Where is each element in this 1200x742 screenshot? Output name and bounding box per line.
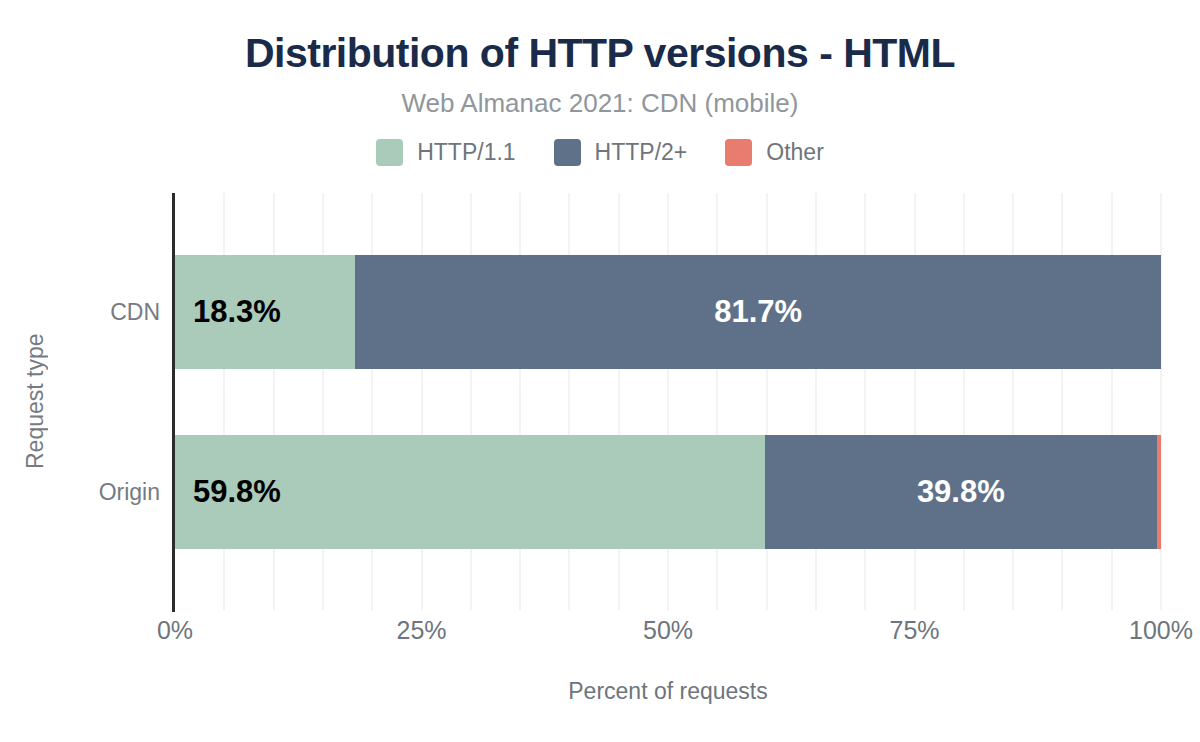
y-axis-title: Request type bbox=[20, 193, 50, 610]
bar-segment-origin-http-2: 39.8% bbox=[765, 435, 1157, 549]
bar-segment-origin-http-1-1: 59.8% bbox=[175, 435, 765, 549]
x-tick-label-50: 50% bbox=[643, 616, 693, 645]
legend-swatch-http-2-icon bbox=[554, 139, 581, 166]
category-label-cdn: CDN bbox=[0, 297, 160, 327]
x-tick-label-25: 25% bbox=[396, 616, 446, 645]
legend-swatch-http-1-1-icon bbox=[376, 139, 403, 166]
legend-label: HTTP/1.1 bbox=[417, 139, 515, 166]
y-axis-line bbox=[172, 193, 175, 612]
legend-item-http-1-1: HTTP/1.1 bbox=[376, 139, 515, 166]
chart-title: Distribution of HTTP versions - HTML bbox=[0, 30, 1200, 77]
x-axis-title: Percent of requests bbox=[175, 678, 1161, 705]
bar-segment-origin-other bbox=[1157, 435, 1161, 549]
legend-label: Other bbox=[766, 139, 824, 166]
category-label-origin: Origin bbox=[0, 477, 160, 507]
bar-value-label: 81.7% bbox=[714, 294, 802, 330]
x-tick-label-0: 0% bbox=[157, 616, 193, 645]
legend-swatch-other-icon bbox=[725, 139, 752, 166]
bar-value-label: 18.3% bbox=[193, 294, 281, 330]
legend: HTTP/1.1 HTTP/2+ Other bbox=[0, 139, 1200, 166]
bar-segment-cdn-http-1-1: 18.3% bbox=[175, 255, 355, 369]
bar-value-label: 39.8% bbox=[917, 474, 1005, 510]
plot-area: 18.3% 81.7% 59.8% 39.8% bbox=[175, 193, 1161, 610]
legend-item-http-2: HTTP/2+ bbox=[554, 139, 688, 166]
x-tick-label-75: 75% bbox=[889, 616, 939, 645]
bar-value-label: 59.8% bbox=[193, 474, 281, 510]
bar-segment-cdn-http-2: 81.7% bbox=[355, 255, 1161, 369]
legend-item-other: Other bbox=[725, 139, 824, 166]
legend-label: HTTP/2+ bbox=[595, 139, 688, 166]
x-tick-label-100: 100% bbox=[1129, 616, 1193, 645]
chart-subtitle: Web Almanac 2021: CDN (mobile) bbox=[0, 88, 1200, 119]
